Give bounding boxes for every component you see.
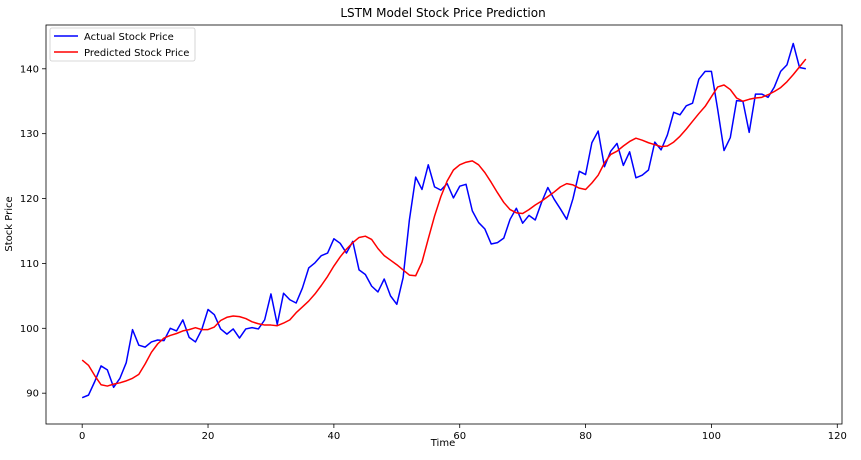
y-tick-label: 130 <box>20 129 39 140</box>
x-axis: 0 20 40 60 80 100 120 <box>79 424 847 442</box>
y-tick-label: 110 <box>20 259 39 270</box>
y-tick-label: 140 <box>20 64 39 75</box>
legend-label-actual: Actual Stock Price <box>84 32 174 43</box>
y-axis: 90 100 110 120 130 140 <box>20 64 46 400</box>
legend-label-predicted: Predicted Stock Price <box>84 48 189 59</box>
plot-area: 0 20 40 60 80 100 120 90 100 110 120 130 140 <box>20 24 847 442</box>
y-tick-label: 90 <box>26 389 39 400</box>
y-tick-label: 100 <box>20 324 39 335</box>
x-tick-label: 120 <box>828 431 847 442</box>
x-tick-label: 60 <box>453 431 466 442</box>
x-tick-label: 20 <box>202 431 215 442</box>
chart-title: LSTM Model Stock Price Prediction <box>340 6 545 20</box>
x-tick-label: 80 <box>579 431 592 442</box>
legend: Actual Stock Price Predicted Stock Price <box>49 27 196 62</box>
x-tick-label: 40 <box>328 431 341 442</box>
y-axis-title: Stock Price <box>4 196 15 251</box>
series-lines <box>81 42 807 399</box>
x-tick-label: 100 <box>702 431 721 442</box>
y-tick-label: 120 <box>20 194 39 205</box>
legend-box <box>49 27 196 62</box>
x-tick-label: 0 <box>79 431 85 442</box>
axes-frame <box>45 24 843 425</box>
series-line-predicted <box>81 58 807 387</box>
x-axis-title: Time <box>430 438 455 449</box>
